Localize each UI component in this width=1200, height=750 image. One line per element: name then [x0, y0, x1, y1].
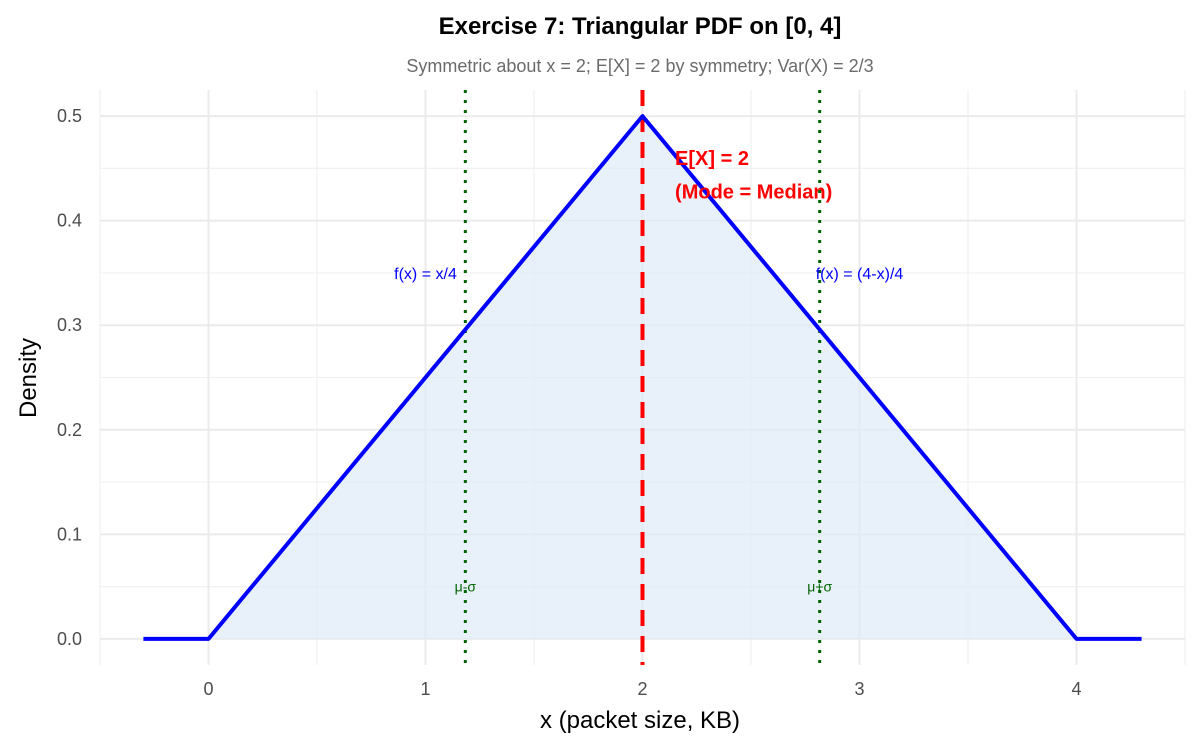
mu-plus-sigma-label: μ+σ	[807, 579, 832, 595]
y-tick-label: 0.5	[57, 106, 82, 126]
chart-title: Exercise 7: Triangular PDF on [0, 4]	[439, 13, 842, 40]
pdf-line	[143, 114, 1142, 641]
mean-label: E[X] = 2	[675, 148, 749, 170]
x-tick-label: 0	[203, 679, 213, 699]
mode-median-label: (Mode = Median)	[675, 181, 832, 203]
left-formula: f(x) = x/4	[394, 266, 457, 283]
x-tick-label: 4	[1071, 679, 1081, 699]
y-axis-ticks: 0.0 0.1 0.2 0.3 0.4 0.5	[57, 106, 82, 649]
x-axis-ticks: 0 1 2 3 4	[203, 679, 1081, 699]
y-tick-label: 0.3	[57, 315, 82, 335]
y-tick-label: 0.1	[57, 524, 82, 544]
x-tick-label: 1	[420, 679, 430, 699]
y-tick-label: 0.0	[57, 629, 82, 649]
x-tick-label: 3	[854, 679, 864, 699]
annotations: f(x) = x/4 f(x) = (4-x)/4 E[X] = 2 (Mode = …	[394, 148, 903, 595]
mu-minus-sigma-label: μ-σ	[455, 579, 477, 595]
x-tick-label: 2	[637, 679, 647, 699]
y-tick-label: 0.4	[57, 211, 82, 231]
right-formula: f(x) = (4-x)/4	[816, 266, 904, 283]
reference-lines	[463, 90, 822, 665]
y-tick-label: 0.2	[57, 420, 82, 440]
x-axis-title: x (packet size, KB)	[540, 707, 740, 734]
y-axis-title: Density	[15, 338, 42, 418]
chart-subtitle: Symmetric about x = 2; E[X] = 2 by symme…	[406, 56, 873, 76]
